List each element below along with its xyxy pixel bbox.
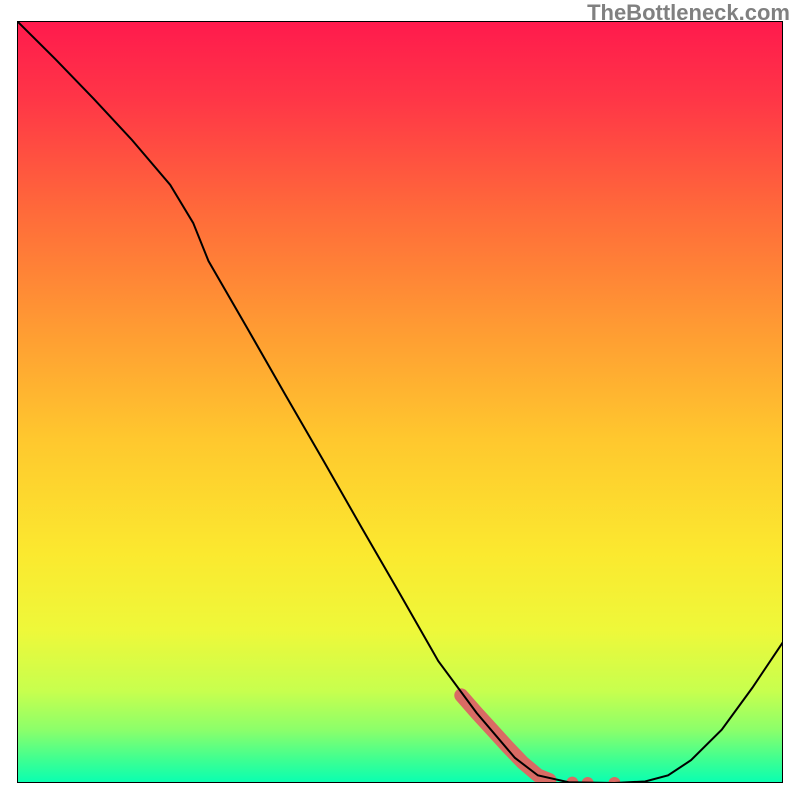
gradient-background (17, 21, 783, 783)
chart-container: TheBottleneck.com (0, 0, 800, 800)
plot-area (17, 21, 783, 783)
watermark-text: TheBottleneck.com (587, 0, 790, 26)
